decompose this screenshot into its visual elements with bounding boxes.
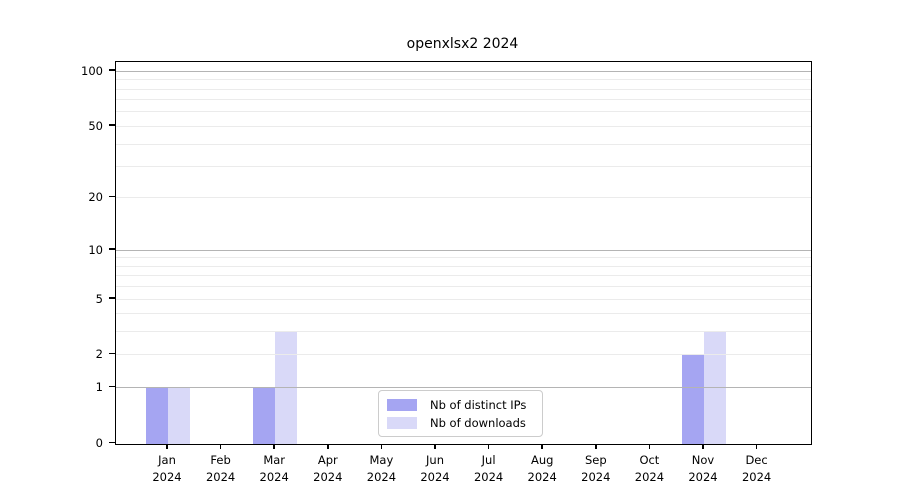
y-axis-tick [109,441,115,443]
legend-label-downloads: Nb of downloads [430,415,526,430]
y-axis-tick-label: 1 [95,380,103,395]
x-axis-tick [755,444,758,449]
x-axis-tick [273,444,275,449]
x-axis-tick [327,444,329,449]
x-axis: Jan 2024 Feb 2024 Mar 2024 Apr 2024 May 2024 Jun 20… [115,443,810,500]
bar-nb-of-distinct-ips-jan [146,388,168,444]
chart-title: openxlsx2 2024 [406,36,519,52]
bar-nb-of-distinct-ips-nov [682,355,704,444]
y-axis-tick [109,248,115,250]
y-axis-tick-label: 5 [95,291,103,306]
y-axis-tick-label: 10 [88,242,103,257]
gridline-major [116,387,811,389]
x-axis-tick [434,444,436,449]
y-axis-tick-label: 20 [88,190,103,205]
legend-item-downloads: Nb of downloads [387,416,534,430]
x-axis-tick [166,444,168,449]
y-axis-tick [109,69,115,71]
plot-area [115,61,812,445]
x-axis-tick [219,444,222,449]
x-axis-tick-label-year: 2024 [688,469,718,484]
x-axis-tick-label: Nov 2024 [671,452,735,485]
gridline-minor [116,166,811,167]
legend: Nb of distinct IPs Nb of downloads [378,390,543,437]
bar-nb-of-distinct-ips-mar [253,388,276,444]
gridline-minor [116,197,811,199]
gridline-minor [116,286,811,288]
y-axis: 0 1 2 5 10 20 50 100 [0,61,115,450]
legend-item-distinct-ips: Nb of distinct IPs [387,398,534,412]
x-axis-tick [487,444,490,449]
y-axis-tick [109,352,115,355]
gridline-major [116,70,811,72]
gridline-minor [116,298,811,300]
y-axis-tick-label: 2 [95,347,103,362]
gridline-major [116,249,811,251]
gridline-minor [116,88,811,90]
gridline-minor [116,275,811,277]
gridline-minor [116,111,811,113]
gridline-minor [116,79,811,81]
gridline-minor [116,313,811,315]
bar-nb-of-downloads-jan [168,388,190,444]
x-axis-tick-label-year: 2024 [634,469,665,484]
x-axis-tick-label-year: 2024 [259,469,289,484]
x-axis-tick [380,444,383,449]
gridline-minor [116,265,811,267]
y-axis-tick-label: 50 [88,118,103,133]
gridline-minor [116,143,811,145]
x-axis-tick-label: Oct 2024 [617,452,681,485]
x-axis-tick-label-year: 2024 [473,469,504,484]
x-axis-tick-label-year: 2024 [205,469,236,484]
gridline-minor [116,125,811,127]
x-axis-tick-label-year: 2024 [420,469,450,484]
gridline-minor [116,99,811,101]
legend-label-distinct-ips: Nb of distinct IPs [430,397,527,412]
x-axis-tick-label: Jun 2024 [403,452,467,485]
gridline-minor [116,354,811,356]
x-axis-tick-label: Dec 2024 [725,452,789,485]
x-axis-tick-label-year: 2024 [313,469,343,484]
y-axis-tick [109,385,115,388]
x-axis-tick-label: Feb 2024 [189,452,253,485]
x-axis-tick-label: Jul 2024 [457,452,521,485]
y-axis-tick [109,297,115,299]
x-axis-tick-label: May 2024 [349,452,413,485]
gridline-minor [116,257,811,259]
x-axis-tick-label-year: 2024 [581,469,611,484]
x-axis-tick-label-year: 2024 [152,469,182,484]
x-axis-tick [541,444,543,449]
x-axis-tick-label-year: 2024 [741,469,772,484]
x-axis-tick-label: Sep 2024 [564,452,628,485]
y-axis-tick-label: 0 [95,436,103,450]
y-axis-tick [109,124,115,126]
gridline-minor [116,331,811,333]
legend-swatch-distinct-ips-icon [387,398,417,411]
x-axis-tick [648,444,651,449]
x-axis-tick-label: Apr 2024 [296,452,360,485]
y-axis-tick [109,195,115,198]
x-axis-tick [595,444,597,449]
x-axis-tick-label-year: 2024 [366,469,397,484]
x-axis-tick-label-year: 2024 [527,469,557,484]
x-axis-tick [702,444,704,449]
x-axis-tick-label: Jan 2024 [135,452,199,485]
legend-swatch-downloads-icon [387,416,417,429]
x-axis-tick-label: Aug 2024 [510,452,574,485]
y-axis-tick-label: 100 [81,63,103,78]
x-axis-tick-label: Mar 2024 [242,452,306,485]
